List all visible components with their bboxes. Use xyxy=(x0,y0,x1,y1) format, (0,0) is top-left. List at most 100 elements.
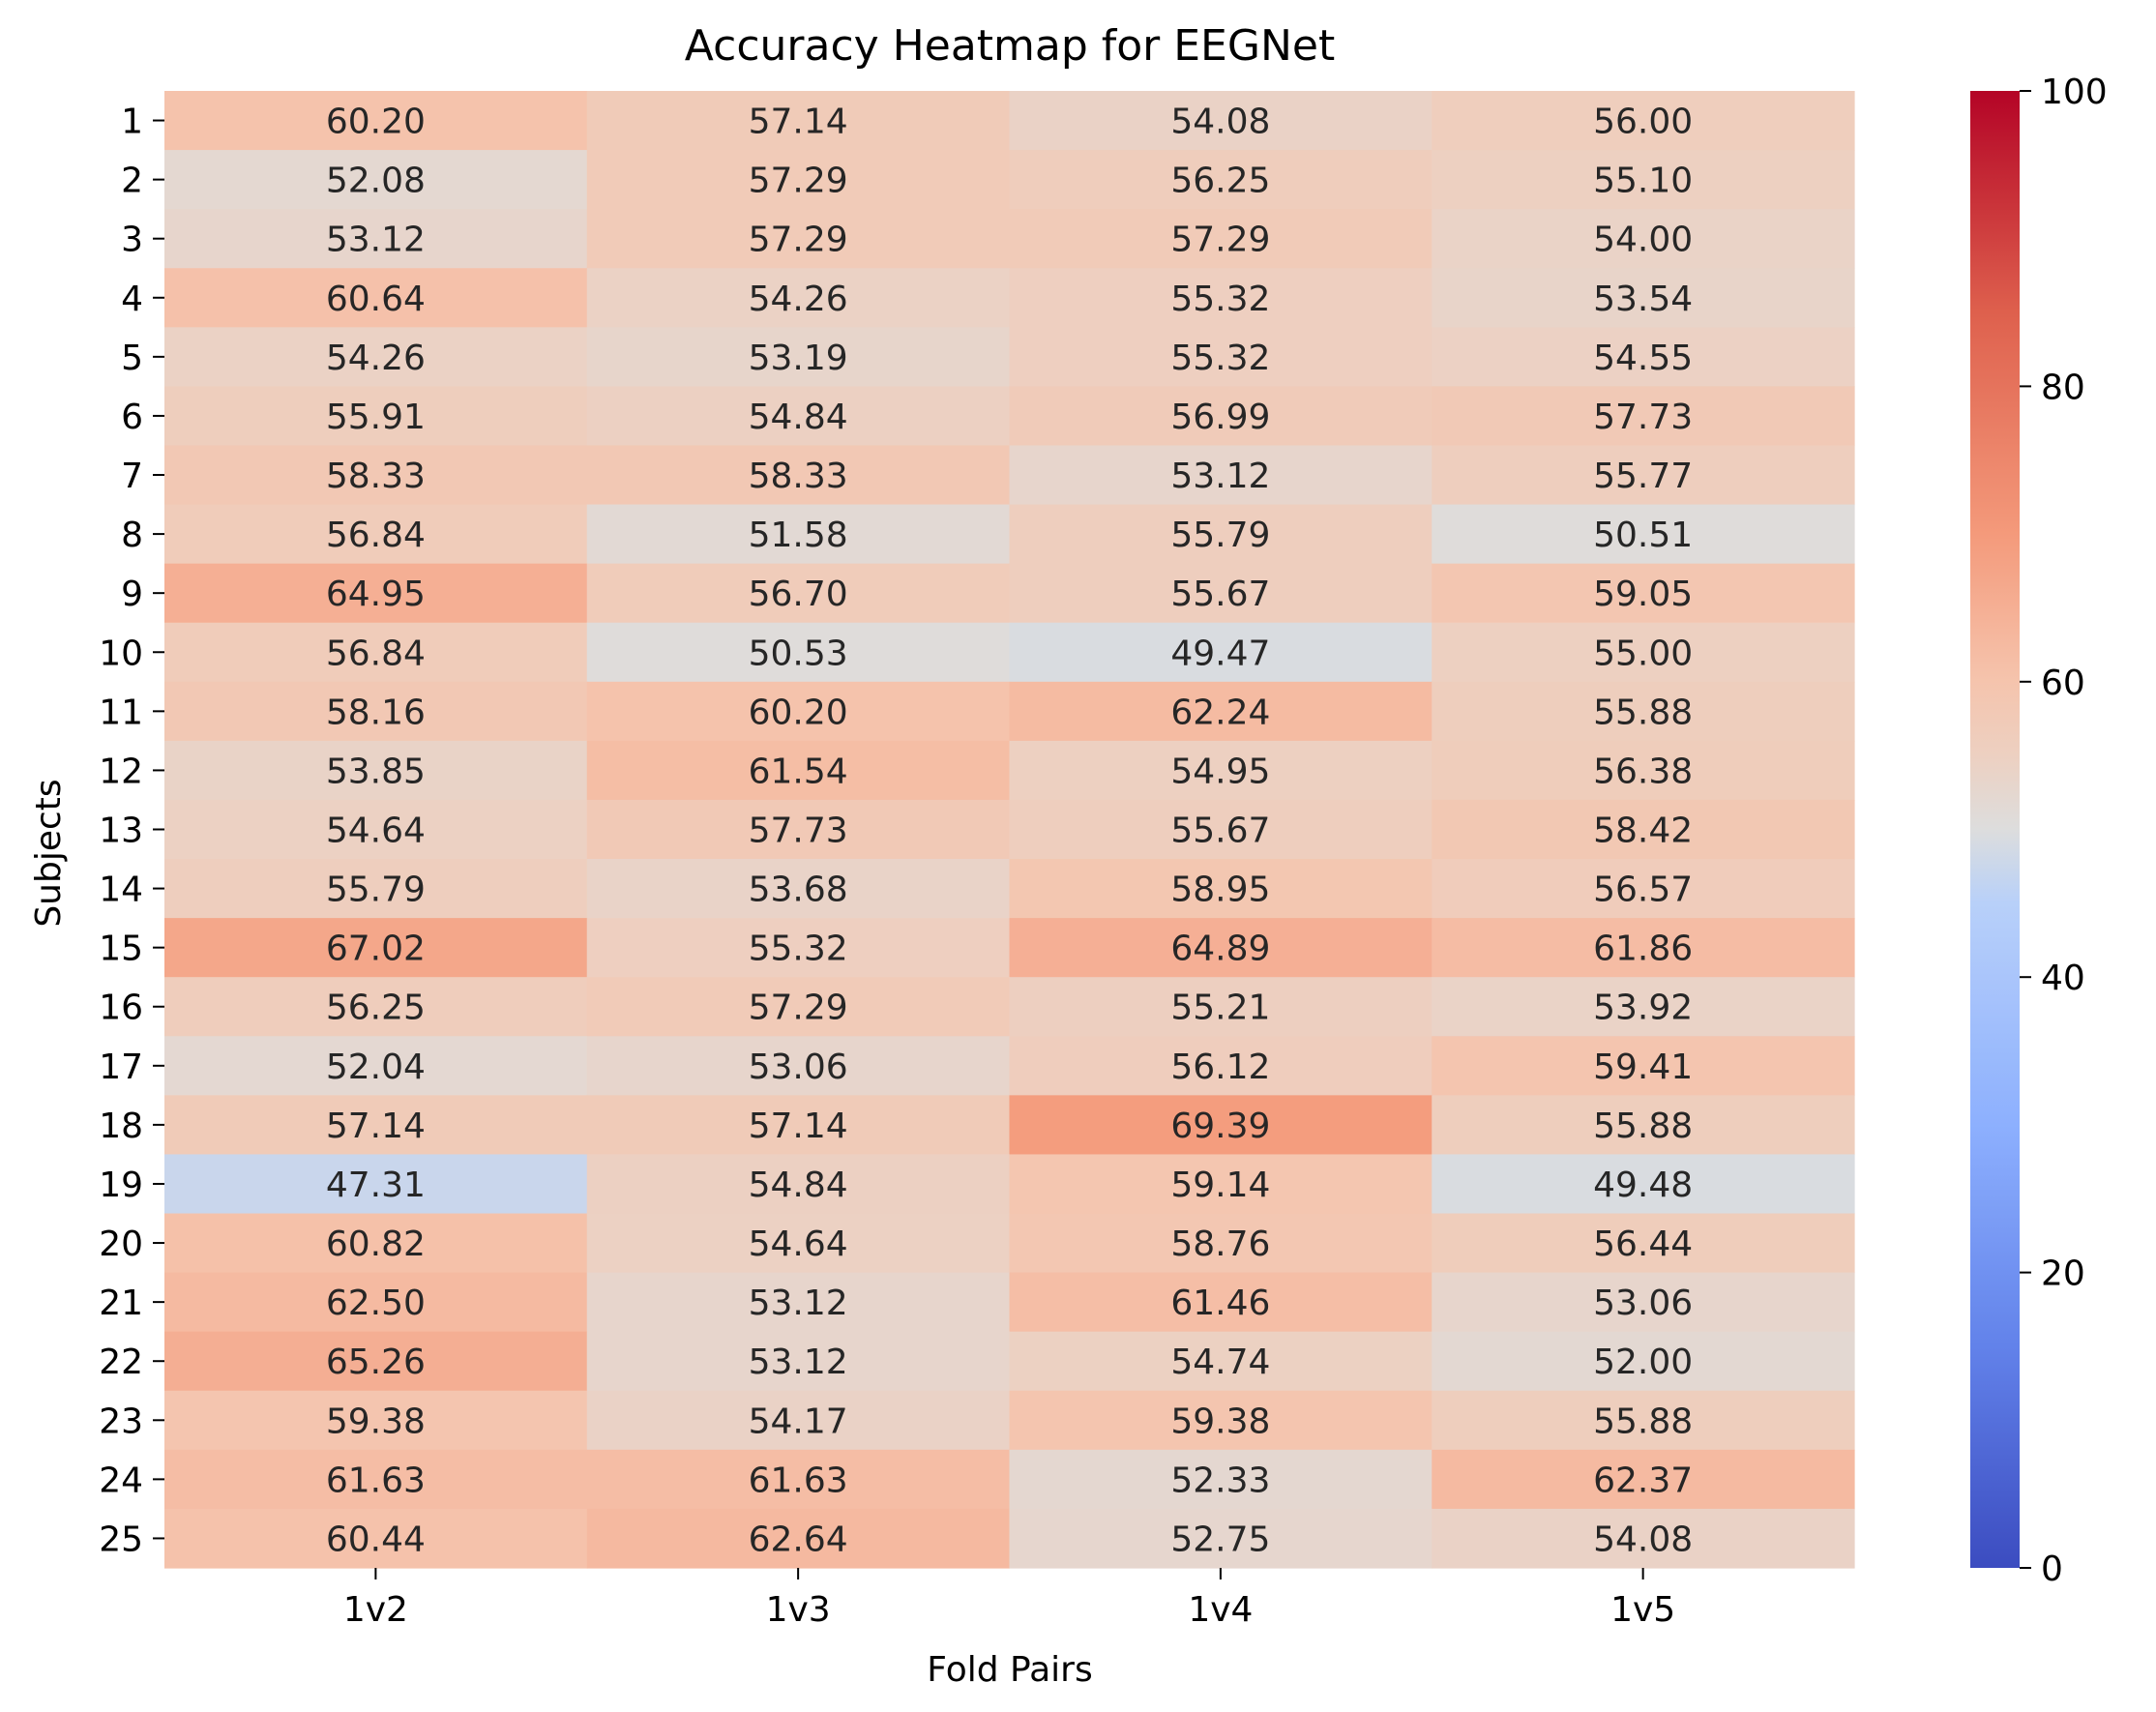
cell-value-label: 56.25 xyxy=(326,989,426,1028)
x-axis-ticks: 1v2 1v3 1v4 1v5 xyxy=(343,1568,1675,1630)
cell-value-label: 60.64 xyxy=(326,280,426,319)
y-tick-label: 8 xyxy=(121,516,143,555)
cell-value-label: 53.06 xyxy=(1593,1284,1693,1323)
heatmap-cell xyxy=(164,918,588,978)
heatmap-cell xyxy=(1009,1154,1432,1215)
y-tick-label: 5 xyxy=(121,339,143,378)
heatmap-cell xyxy=(1009,91,1432,151)
heatmap-cell xyxy=(164,445,588,506)
heatmap-cell xyxy=(1432,1036,1855,1096)
heatmap-cell xyxy=(1432,859,1855,919)
cell-value-label: 62.64 xyxy=(749,1520,848,1559)
cell-value-label: 52.75 xyxy=(1170,1520,1270,1559)
cell-value-label: 55.88 xyxy=(1593,1402,1693,1441)
y-tick-label: 18 xyxy=(99,1107,143,1146)
cell-value-label: 64.89 xyxy=(1170,930,1270,969)
heatmap-cell xyxy=(164,1272,588,1333)
heatmap-cell xyxy=(1432,1390,1855,1451)
cell-value-label: 54.26 xyxy=(326,339,426,378)
heatmap-cell xyxy=(164,504,588,565)
y-tick-label: 16 xyxy=(99,989,143,1028)
heatmap-cell xyxy=(164,563,588,624)
cell-value-label: 61.63 xyxy=(749,1461,848,1500)
heatmap-cell xyxy=(1432,918,1855,978)
heatmap-cell xyxy=(164,681,588,742)
cell-value-label: 58.33 xyxy=(326,457,426,496)
cell-value-label: 56.84 xyxy=(326,634,426,673)
heatmap-cell xyxy=(1009,504,1432,565)
cell-value-label: 57.29 xyxy=(749,162,848,201)
cell-value-label: 54.08 xyxy=(1170,103,1270,142)
heatmap-cell xyxy=(164,327,588,387)
heatmap-cell xyxy=(586,918,1011,978)
cell-value-label: 54.55 xyxy=(1593,339,1693,378)
heatmap-cell xyxy=(586,150,1011,210)
cell-value-label: 49.48 xyxy=(1593,1166,1693,1205)
cell-value-label: 61.46 xyxy=(1170,1284,1270,1323)
heatmap-cell xyxy=(1009,268,1432,328)
heatmap-cell xyxy=(586,209,1011,269)
y-tick-label: 12 xyxy=(99,752,143,791)
cell-value-label: 58.76 xyxy=(1170,1225,1270,1264)
heatmap-cell xyxy=(164,1449,588,1510)
heatmap-cell xyxy=(1009,150,1432,210)
heatmap-cell xyxy=(586,1036,1011,1096)
heatmap-cell xyxy=(586,563,1011,624)
heatmap-cell-labels: 60.20 57.14 54.08 56.00 52.08 57.29 56.25 55.10… xyxy=(326,103,1693,1560)
heatmap-cell xyxy=(1009,977,1432,1037)
cell-value-label: 65.26 xyxy=(326,1343,426,1382)
heatmap-cell xyxy=(1432,563,1855,624)
cell-value-label: 57.14 xyxy=(326,1107,426,1146)
cell-value-label: 59.38 xyxy=(1170,1402,1270,1441)
cell-value-label: 57.14 xyxy=(749,103,848,142)
colorbar-tick-label: 60 xyxy=(2041,664,2085,703)
cell-value-label: 51.58 xyxy=(749,516,848,555)
heatmap-cell xyxy=(1009,445,1432,506)
heatmap-cell xyxy=(1009,1331,1432,1392)
cell-value-label: 55.32 xyxy=(749,930,848,969)
cell-value-label: 52.33 xyxy=(1170,1461,1270,1500)
y-tick-label: 14 xyxy=(99,871,143,910)
heatmap-cell xyxy=(164,91,588,151)
heatmap-cell xyxy=(1432,209,1855,269)
heatmap-cell xyxy=(586,504,1011,565)
cell-value-label: 59.05 xyxy=(1593,575,1693,614)
y-tick-label: 10 xyxy=(99,634,143,673)
heatmap-cell xyxy=(1009,563,1432,624)
cell-value-label: 56.00 xyxy=(1593,103,1693,142)
heatmap-cell xyxy=(586,859,1011,919)
cell-value-label: 55.88 xyxy=(1593,693,1693,732)
cell-value-label: 55.00 xyxy=(1593,634,1693,673)
y-tick-label: 23 xyxy=(99,1402,143,1441)
cell-value-label: 56.84 xyxy=(326,516,426,555)
heatmap-cell xyxy=(1432,799,1855,860)
heatmap-cell xyxy=(586,445,1011,506)
heatmap-cell xyxy=(586,386,1011,447)
cell-value-label: 56.44 xyxy=(1593,1225,1693,1264)
x-axis-label: Fold Pairs xyxy=(927,1650,1092,1690)
y-tick-label: 6 xyxy=(121,398,143,437)
cell-value-label: 54.84 xyxy=(749,398,848,437)
colorbar-tick-label: 40 xyxy=(2041,959,2085,998)
heatmap-cell xyxy=(1009,1449,1432,1510)
cell-value-label: 54.84 xyxy=(749,1166,848,1205)
y-axis-label: Subjects xyxy=(29,779,69,927)
cell-value-label: 54.17 xyxy=(749,1402,848,1441)
heatmap-cell xyxy=(164,799,588,860)
heatmap-cell xyxy=(1009,209,1432,269)
heatmap-cell xyxy=(164,268,588,328)
y-tick-label: 20 xyxy=(99,1225,143,1264)
heatmap-cell xyxy=(164,1036,588,1096)
cell-value-label: 57.73 xyxy=(1593,398,1693,437)
heatmap-cell xyxy=(1432,91,1855,151)
heatmap-cell xyxy=(1009,1213,1432,1274)
cell-value-label: 56.12 xyxy=(1170,1048,1270,1087)
heatmap-cell xyxy=(164,386,588,447)
heatmap-cell xyxy=(164,209,588,269)
heatmap-cell xyxy=(586,91,1011,151)
cell-value-label: 55.67 xyxy=(1170,812,1270,851)
heatmap-cell xyxy=(164,1331,588,1392)
heatmap-cell xyxy=(1009,1390,1432,1451)
cell-value-label: 54.95 xyxy=(1170,752,1270,791)
heatmap-cell xyxy=(1432,1508,1855,1569)
